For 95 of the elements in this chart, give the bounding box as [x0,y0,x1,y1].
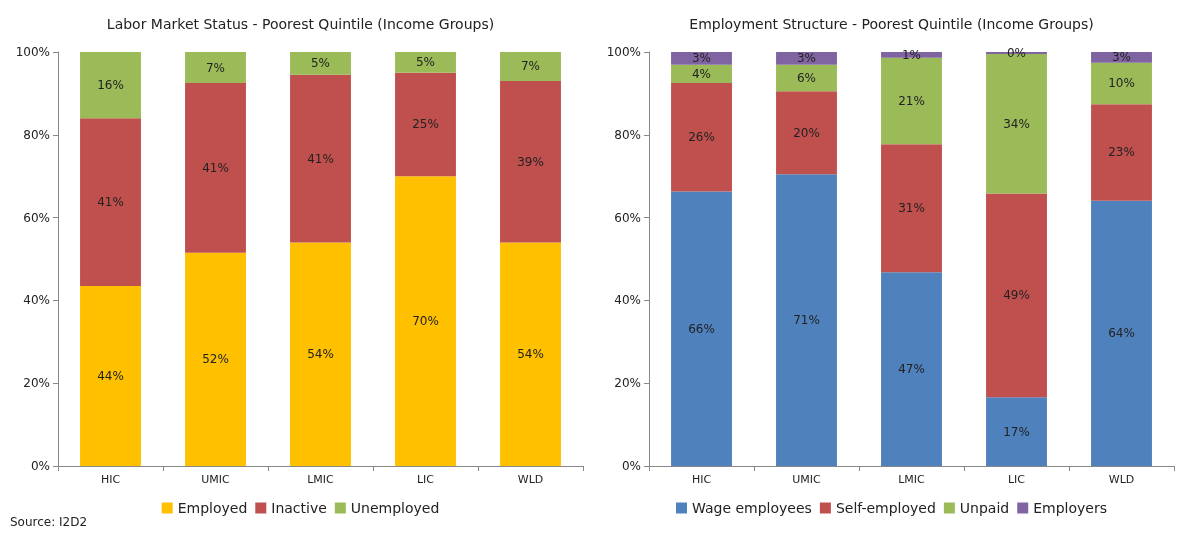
bar [500,242,561,466]
source-note: Source: I2D2 [10,515,88,529]
data-label: 5% [415,55,436,70]
data-label: 34% [1003,116,1030,131]
bar [881,272,942,466]
y-tick-label: 80% [23,127,50,142]
bar [671,64,732,84]
y-tick-label: 20% [614,376,641,391]
data-label: 41% [202,160,229,175]
data-label: 7% [520,59,541,74]
bar [80,118,141,286]
x-tick-label: WLD [1108,473,1135,486]
bar [881,57,942,145]
data-label: 54% [517,347,544,362]
data-label: 41% [307,151,334,166]
bar [1091,104,1152,201]
bar [290,74,351,243]
legend-label: Wage employees [692,500,812,516]
data-label: 44% [97,368,124,383]
chart-title: Employment Structure - Poorest Quintile (Income Groups) [689,16,1094,32]
legend-label: Unemployed [350,500,440,516]
x-tick-label: LMIC [307,473,335,486]
bar [500,52,561,81]
data-label: 20% [793,125,820,140]
bar [671,191,732,466]
bar [500,80,561,243]
data-label: 41% [97,195,124,210]
bar [185,83,246,253]
data-label: 5% [310,56,331,71]
data-label: 3% [796,51,817,66]
legend-label: Employers [1033,500,1107,516]
data-label: 70% [412,314,439,329]
y-tick-label: 60% [23,210,50,225]
y-tick-label: 0% [621,459,641,473]
data-label: 47% [898,362,925,377]
x-tick-label: HIC [691,473,712,486]
bar [290,52,351,75]
bar [185,252,246,466]
data-label: 66% [688,321,715,336]
y-tick-label: 0% [30,459,50,473]
data-label: 26% [688,130,715,145]
x-tick-label: UMIC [792,473,822,486]
bar [80,285,141,466]
y-tick-label: 40% [614,293,641,308]
data-label: 0% [1006,46,1027,61]
data-label: 16% [97,78,124,93]
data-label: 6% [796,71,817,86]
legend-label: Inactive [271,500,327,516]
data-label: 21% [898,94,925,109]
bar [986,193,1047,398]
data-label: 64% [1108,326,1135,341]
y-tick-label: 100% [15,45,50,59]
x-tick-label: UMIC [201,473,231,486]
data-label: 23% [1108,145,1135,160]
data-label: 71% [793,313,820,328]
x-tick-label: LIC [416,473,435,486]
x-tick-label: WLD [517,473,544,486]
data-label: 49% [1003,288,1030,303]
data-label: 31% [898,201,925,216]
x-tick-label: LMIC [898,473,926,486]
bar [80,52,141,119]
bar [776,91,837,175]
data-label: 3% [691,51,712,66]
y-tick-label: 40% [23,293,50,308]
bar [395,72,456,177]
bar [776,64,837,92]
legend-label: Unpaid [959,500,1010,516]
bar [290,242,351,466]
legend-label: Employed [177,500,248,516]
data-label: 3% [1111,50,1132,65]
y-tick-label: 60% [614,210,641,225]
bar [1091,62,1152,105]
x-tick-label: LIC [1007,473,1026,486]
legend-label: Self-employed [835,500,936,516]
bar [776,174,837,466]
bar [881,144,942,273]
data-label: 7% [205,60,226,75]
y-tick-label: 100% [606,45,641,59]
data-label: 10% [1108,76,1135,91]
y-tick-label: 80% [614,127,641,142]
x-tick-label: HIC [100,473,121,486]
data-label: 54% [307,347,334,362]
data-label: 4% [691,66,712,81]
data-label: 25% [412,117,439,132]
bar [671,83,732,192]
bar [986,397,1047,466]
bar [185,52,246,84]
bar [1091,200,1152,466]
data-label: 17% [1003,424,1030,439]
data-label: 39% [517,154,544,169]
bar [395,52,456,73]
y-tick-label: 20% [23,376,50,391]
data-label: 52% [202,352,229,367]
chart-title: Labor Market Status - Poorest Quintile (Income Groups) [106,16,495,32]
bar [395,176,456,466]
